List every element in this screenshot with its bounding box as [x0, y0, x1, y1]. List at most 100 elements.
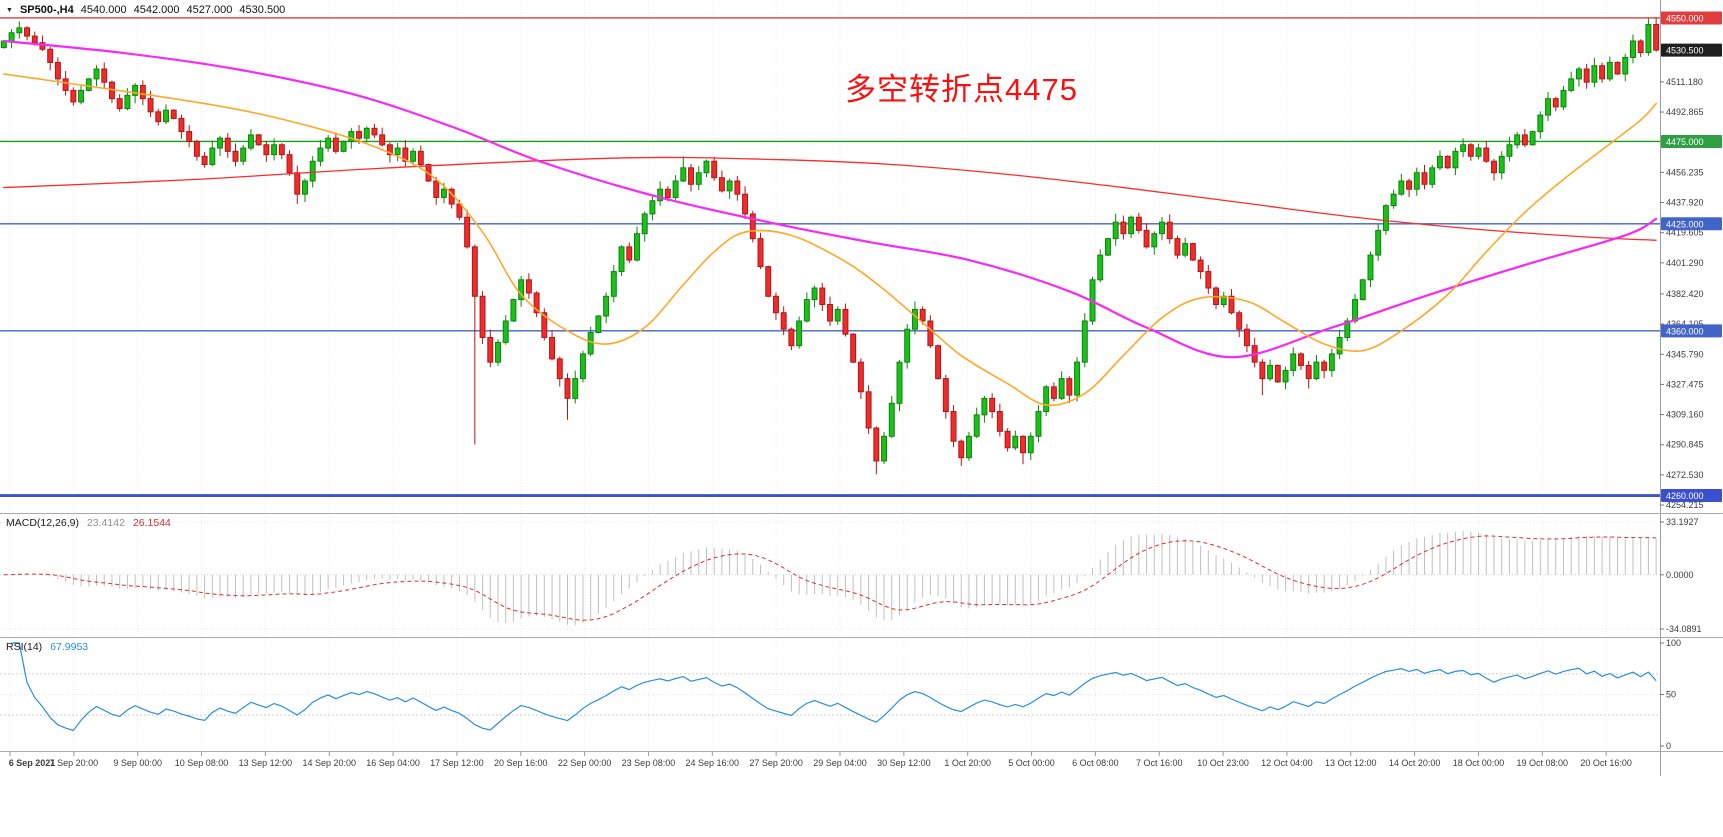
- time-axis[interactable]: [0, 752, 1660, 776]
- candle: [942, 378, 949, 413]
- candle: [1630, 40, 1636, 58]
- candle: [811, 287, 818, 301]
- candle: [726, 180, 733, 192]
- candle: [70, 89, 77, 103]
- macd-indicator-plot[interactable]: [0, 514, 1660, 637]
- rsi-indicator-plot[interactable]: [0, 638, 1660, 751]
- candle: [579, 353, 586, 380]
- price-badge-label: 4475.000: [1666, 137, 1704, 147]
- ma-slow-line: [3, 156, 1657, 241]
- price-tick-label: 4364.105: [1666, 319, 1704, 329]
- candle: [394, 147, 401, 156]
- candle: [688, 167, 694, 185]
- candle: [1367, 254, 1374, 281]
- price-tick-label: 4492.865: [1666, 107, 1704, 117]
- candle: [1050, 386, 1057, 399]
- candle: [217, 137, 224, 149]
- candle: [788, 328, 795, 347]
- candle: [309, 160, 316, 182]
- candle: [1429, 167, 1436, 185]
- rsi-name: RSI(14): [6, 641, 43, 653]
- candle: [1058, 378, 1065, 399]
- price-badge: [1661, 217, 1722, 231]
- candle: [873, 427, 880, 462]
- rsi-axis-label: 100: [1666, 638, 1681, 648]
- candle: [803, 299, 810, 322]
- candle: [989, 397, 996, 413]
- candle: [1205, 271, 1212, 289]
- candle: [139, 84, 146, 100]
- candle: [1104, 238, 1111, 256]
- candle: [703, 160, 710, 174]
- time-tick-label: 17 Sep 12:00: [430, 758, 484, 768]
- rsi-axis-label: 0: [1666, 741, 1671, 751]
- candle: [1004, 430, 1011, 449]
- ohlc-close: 4530.500: [239, 4, 286, 16]
- candle: [1243, 328, 1250, 347]
- price-badge-label: 4550.000: [1666, 13, 1704, 23]
- candle: [1583, 68, 1590, 83]
- macd-name: MACD(12,26,9): [6, 517, 79, 529]
- macd-value-main: 23.4142: [86, 517, 125, 529]
- candle: [1151, 233, 1158, 248]
- candle: [201, 155, 208, 166]
- candle: [1182, 243, 1189, 256]
- price-badge-label: 4360.000: [1666, 326, 1704, 336]
- symbol-dropdown-icon[interactable]: ▼: [6, 6, 13, 14]
- candle: [1166, 221, 1173, 240]
- candle: [1066, 378, 1073, 396]
- candle: [356, 131, 362, 139]
- candle: [479, 295, 486, 338]
- candle: [1012, 435, 1019, 449]
- time-tick-label: 14 Sep 20:00: [302, 758, 356, 768]
- candle: [1375, 229, 1382, 256]
- candle: [1081, 320, 1088, 363]
- candle: [734, 180, 741, 195]
- candle: [1599, 65, 1606, 80]
- candle: [1189, 243, 1196, 261]
- candle: [317, 147, 324, 162]
- candle: [1236, 312, 1243, 330]
- ohlc-low: 4527.000: [186, 4, 233, 16]
- candle: [850, 333, 857, 363]
- candle: [1305, 364, 1312, 380]
- candle: [1568, 78, 1575, 91]
- candle: [888, 402, 895, 437]
- candles: [0, 17, 1660, 475]
- time-tick-label: 12 Oct 04:00: [1261, 758, 1313, 768]
- candle: [24, 27, 30, 37]
- candle: [1267, 364, 1274, 380]
- candle: [31, 35, 38, 44]
- candle: [981, 397, 988, 416]
- candle: [456, 203, 463, 218]
- candle: [186, 131, 193, 142]
- price-tick-label: 4327.475: [1666, 379, 1704, 389]
- candle: [796, 320, 803, 347]
- candle: [595, 315, 602, 334]
- time-tick-label: 19 Oct 08:00: [1517, 758, 1569, 768]
- candle: [1228, 295, 1235, 314]
- pane-separator[interactable]: [0, 513, 1723, 514]
- candle: [881, 435, 888, 462]
- candle: [1328, 353, 1335, 371]
- time-tick-label: 30 Sep 12:00: [877, 758, 931, 768]
- price-badge: [1661, 489, 1722, 503]
- chart-title: ▼ SP500-,H4 4540.000 4542.000 4527.000 4…: [6, 4, 285, 16]
- candle: [1321, 361, 1328, 371]
- pane-separator[interactable]: [0, 637, 1723, 638]
- macd-axis-label: -34.0891: [1666, 624, 1702, 634]
- price-axis[interactable]: [1660, 0, 1723, 776]
- candle: [1035, 411, 1042, 437]
- pane-separator[interactable]: [0, 751, 1723, 752]
- main-chart-plot[interactable]: [0, 0, 1660, 513]
- price-tick-label: 4272.530: [1666, 470, 1704, 480]
- candle: [1614, 61, 1621, 75]
- candle: [263, 144, 270, 156]
- candle: [271, 144, 278, 156]
- candle: [1174, 238, 1181, 256]
- macd-axis-label: 33.1927: [1666, 517, 1699, 527]
- candle: [247, 134, 254, 149]
- candle: [525, 279, 532, 294]
- price-tick-label: 4419.605: [1666, 228, 1704, 238]
